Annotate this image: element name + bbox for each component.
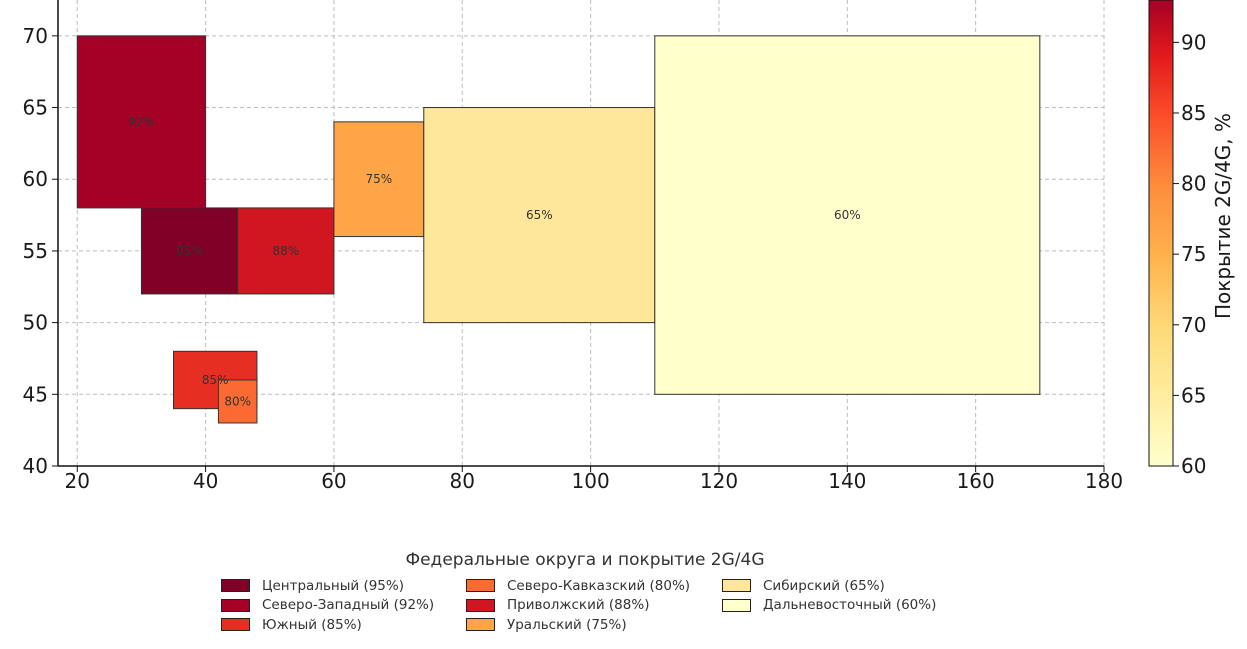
x-tick-label-3: 80 <box>450 469 475 493</box>
colorbar: 60 65 70 75 80 85 90 Покрытие 2G/4G, % <box>1148 0 1235 478</box>
x-tick-label-6: 140 <box>828 469 866 493</box>
region-value-label-5: 60% <box>834 208 861 222</box>
colorbar-tick-label-2: 70 <box>1181 313 1206 337</box>
legend-swatch-7 <box>722 598 751 612</box>
x-tick-label-2: 60 <box>321 469 346 493</box>
legend-item-1: Северо-Западный (92%) <box>221 596 466 616</box>
region-value-labels: 92% 95% 88% 75% 65% 60% 85% 80% <box>128 115 861 409</box>
colorbar-tick-label-4: 80 <box>1181 172 1206 196</box>
legend-item-3: Северо-Кавказский (80%) <box>466 576 722 596</box>
legend-item-2: Южный (85%) <box>221 615 466 635</box>
colorbar-tick-label-5: 85 <box>1181 101 1206 125</box>
legend-item-4: Приволжский (88%) <box>466 596 722 616</box>
legend-swatch-2 <box>221 618 250 632</box>
legend-label-0: Центральный (95%) <box>262 577 404 594</box>
colorbar-gradient <box>1148 0 1174 467</box>
colorbar-tick-label-1: 65 <box>1181 383 1206 407</box>
legend-swatch-4 <box>466 598 495 612</box>
y-tick-label-1: 45 <box>23 382 48 406</box>
x-tick-label-8: 180 <box>1085 469 1123 493</box>
region-rect-3 <box>333 121 425 238</box>
x-tick-label-1: 40 <box>193 469 218 493</box>
legend-label-3: Северо-Кавказский (80%) <box>507 577 691 594</box>
region-rect-7 <box>217 379 258 424</box>
region-value-label-4: 65% <box>526 208 553 222</box>
region-rectangles <box>76 35 1041 424</box>
colorbar-tick-label-6: 90 <box>1181 30 1206 54</box>
region-rect-1 <box>140 207 239 295</box>
axes: 20 40 60 80 100 120 140 160 180 40 45 50 55 60 65 70 <box>23 0 1123 493</box>
colorbar-label: Покрытие 2G/4G, % <box>1211 113 1235 319</box>
region-value-label-6: 85% <box>202 373 229 387</box>
x-tick-label-5: 120 <box>700 469 738 493</box>
legend-swatch-5 <box>466 618 495 632</box>
legend-swatch-1 <box>221 598 250 612</box>
x-tick-label-4: 100 <box>572 469 610 493</box>
legend-item-0: Центральный (95%) <box>221 576 466 596</box>
y-tick-label-3: 55 <box>23 239 48 263</box>
y-tick-label-5: 65 <box>23 96 48 120</box>
region-value-label-1: 95% <box>176 244 203 258</box>
legend-swatch-6 <box>722 579 751 593</box>
region-rect-5 <box>654 35 1041 395</box>
legend-label-5: Уральский (75%) <box>507 616 627 633</box>
colorbar-tick-label-3: 75 <box>1181 242 1206 266</box>
legend-title: Федеральные округа и покрытие 2G/4G <box>405 550 765 570</box>
legend-item-6: Сибирский (65%) <box>722 576 952 596</box>
legend-item-5: Уральский (75%) <box>466 615 722 635</box>
legend-label-7: Дальневосточный (60%) <box>763 597 937 614</box>
region-value-label-0: 92% <box>128 115 155 129</box>
legend-label-2: Южный (85%) <box>262 616 362 633</box>
region-value-label-2: 88% <box>272 244 299 258</box>
legend-items: Центральный (95%) Северо-Западный (92%) Юж… <box>221 576 955 635</box>
y-tick-label-0: 40 <box>23 454 48 478</box>
y-tick-label-4: 60 <box>23 167 48 191</box>
legend-label-4: Приволжский (88%) <box>507 597 650 614</box>
y-tick-label-2: 50 <box>23 311 48 335</box>
region-value-label-7: 80% <box>224 394 251 408</box>
y-tick-label-6: 70 <box>23 24 48 48</box>
legend-swatch-3 <box>466 579 495 593</box>
legend: Федеральные округа и покрытие 2G/4G Цент… <box>215 550 955 635</box>
x-tick-label-7: 160 <box>957 469 995 493</box>
legend-label-6: Сибирский (65%) <box>763 577 885 594</box>
legend-item-7: Дальневосточный (60%) <box>722 596 952 616</box>
region-rect-0 <box>76 35 207 209</box>
legend-swatch-0 <box>221 579 250 593</box>
x-tick-label-0: 20 <box>65 469 90 493</box>
region-rect-2 <box>237 207 335 295</box>
colorbar-tick-label-0: 60 <box>1181 454 1206 478</box>
region-rect-4 <box>423 107 656 324</box>
legend-label-1: Северо-Западный (92%) <box>262 597 435 614</box>
region-value-label-3: 75% <box>366 172 393 186</box>
